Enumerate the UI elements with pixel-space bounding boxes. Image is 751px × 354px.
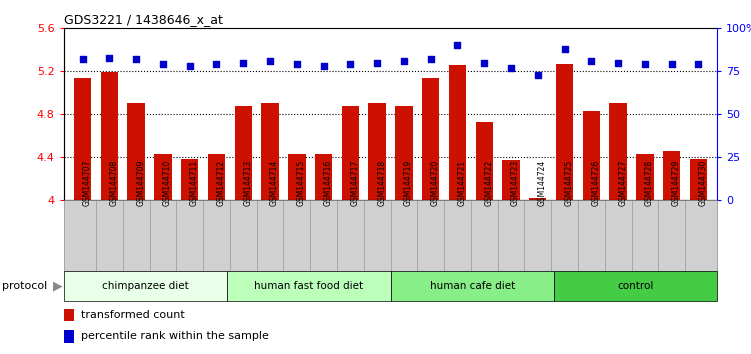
Text: GSM144724: GSM144724 — [538, 159, 547, 206]
Bar — [369, 103, 386, 200]
Bar — [663, 151, 680, 200]
Bar — [395, 105, 412, 200]
Text: GSM144721: GSM144721 — [457, 160, 466, 206]
Point — [104, 55, 116, 60]
Bar — [154, 154, 172, 200]
Text: GSM144717: GSM144717 — [351, 159, 360, 206]
Text: GSM144727: GSM144727 — [618, 159, 627, 206]
Text: GSM144730: GSM144730 — [698, 159, 707, 206]
Text: GSM144719: GSM144719 — [404, 159, 413, 206]
Text: GSM144711: GSM144711 — [190, 160, 199, 206]
Text: GSM144713: GSM144713 — [243, 159, 252, 206]
Point — [692, 62, 704, 67]
Point — [237, 60, 249, 65]
Point — [451, 43, 463, 48]
Point — [505, 65, 517, 71]
Text: GSM144723: GSM144723 — [511, 159, 520, 206]
Text: GSM144722: GSM144722 — [484, 160, 493, 206]
Bar — [689, 159, 707, 200]
Bar — [234, 105, 252, 200]
Text: GSM144728: GSM144728 — [645, 160, 654, 206]
Bar — [64, 200, 717, 271]
Bar — [227, 271, 391, 301]
Bar — [128, 103, 145, 200]
Bar — [449, 65, 466, 200]
Text: GSM144716: GSM144716 — [324, 159, 333, 206]
Bar — [475, 122, 493, 200]
Point — [130, 56, 142, 62]
Bar — [181, 159, 198, 200]
Point — [291, 62, 303, 67]
Text: human cafe diet: human cafe diet — [430, 281, 515, 291]
Point — [424, 56, 436, 62]
Point — [210, 62, 222, 67]
Text: GDS3221 / 1438646_x_at: GDS3221 / 1438646_x_at — [64, 13, 223, 26]
Bar — [529, 198, 547, 200]
Bar — [583, 111, 600, 200]
Point — [398, 58, 410, 64]
Text: GSM144709: GSM144709 — [136, 159, 145, 206]
Text: GSM144726: GSM144726 — [591, 159, 600, 206]
Text: ▶: ▶ — [53, 279, 62, 292]
Point — [157, 62, 169, 67]
Bar — [636, 154, 653, 200]
Point — [184, 63, 196, 69]
Text: protocol: protocol — [2, 281, 47, 291]
Point — [612, 60, 624, 65]
Bar — [502, 160, 520, 200]
Bar — [74, 78, 92, 200]
Text: GSM144707: GSM144707 — [83, 159, 92, 206]
Text: human fast food diet: human fast food diet — [255, 281, 363, 291]
Text: GSM144715: GSM144715 — [297, 159, 306, 206]
Bar — [64, 330, 74, 343]
Text: percentile rank within the sample: percentile rank within the sample — [81, 331, 269, 341]
Point — [478, 60, 490, 65]
Point — [77, 56, 89, 62]
Bar — [554, 271, 717, 301]
Point — [264, 58, 276, 64]
Point — [371, 60, 383, 65]
Bar — [342, 105, 359, 200]
Bar — [556, 64, 573, 200]
Bar — [64, 309, 74, 321]
Text: control: control — [617, 281, 653, 291]
Text: GSM144720: GSM144720 — [430, 159, 439, 206]
Point — [345, 62, 357, 67]
Bar — [315, 154, 332, 200]
Text: GSM144725: GSM144725 — [565, 159, 574, 206]
Bar — [609, 103, 627, 200]
Bar — [64, 271, 227, 301]
Bar — [391, 271, 554, 301]
Text: GSM144718: GSM144718 — [377, 160, 386, 206]
Point — [665, 62, 677, 67]
Bar — [288, 154, 306, 200]
Bar — [261, 103, 279, 200]
Text: GSM144729: GSM144729 — [671, 159, 680, 206]
Text: transformed count: transformed count — [81, 310, 185, 320]
Point — [559, 46, 571, 52]
Text: chimpanzee diet: chimpanzee diet — [102, 281, 189, 291]
Point — [532, 72, 544, 78]
Text: GSM144714: GSM144714 — [270, 159, 279, 206]
Point — [639, 62, 651, 67]
Bar — [101, 72, 118, 200]
Bar — [208, 154, 225, 200]
Bar — [422, 78, 439, 200]
Text: GSM144708: GSM144708 — [110, 159, 119, 206]
Text: GSM144712: GSM144712 — [216, 160, 225, 206]
Point — [318, 63, 330, 69]
Text: GSM144710: GSM144710 — [163, 159, 172, 206]
Point — [585, 58, 597, 64]
